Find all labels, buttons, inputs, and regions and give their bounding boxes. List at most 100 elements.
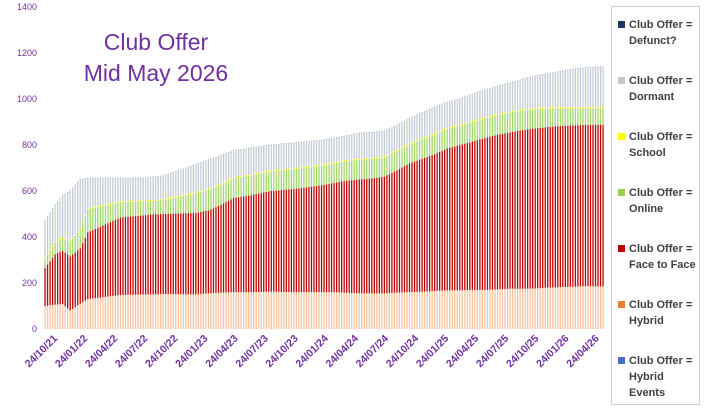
bar-segment-defunct — [215, 156, 217, 158]
bar-segment-online — [401, 148, 403, 168]
bar-segment-online — [484, 118, 486, 139]
bar — [426, 110, 428, 329]
bar-segment-online — [89, 208, 91, 232]
bar-segment-school — [330, 162, 333, 164]
bar-segment-face-to-face — [441, 150, 443, 291]
bar-segment-online — [340, 162, 343, 182]
bar-segment-face-to-face — [348, 180, 350, 293]
bar-segment-school — [406, 145, 408, 147]
bar-segment-face-to-face — [361, 179, 363, 294]
bar-segment-school — [557, 107, 559, 109]
bar-segment-hybrid — [265, 291, 267, 329]
bar-segment-hybrid — [275, 291, 277, 329]
bar-segment-online — [514, 111, 516, 132]
bar-segment-defunct — [242, 148, 245, 150]
bar-segment-face-to-face — [202, 211, 205, 294]
bar-segment-hybrid — [494, 289, 496, 329]
bar-segment-school — [232, 177, 235, 179]
bar-segment-dormant — [212, 158, 215, 187]
bar-segment-hybrid — [49, 305, 51, 329]
bar-segment-defunct — [323, 139, 325, 140]
bar-segment-defunct — [195, 164, 197, 165]
bar-segment-school — [403, 146, 406, 148]
bar-segment-school — [127, 201, 129, 203]
bar-segment-defunct — [469, 94, 471, 96]
bar-segment-online — [54, 242, 56, 255]
bar-segment-dormant — [398, 124, 401, 149]
bar-segment-hybrid — [313, 292, 315, 329]
bar — [574, 68, 577, 329]
bar-segment-hybrid — [122, 294, 124, 329]
bar-segment-school — [416, 140, 418, 142]
bar-segment-defunct — [386, 129, 388, 131]
bar-segment-hybrid — [557, 287, 559, 329]
bar-segment-dormant — [511, 82, 514, 112]
bar-segment-school — [454, 125, 456, 127]
bar-segment-defunct — [594, 66, 597, 68]
bar-segment-face-to-face — [182, 213, 184, 295]
bar-segment-hybrid — [537, 288, 539, 329]
y-tick-label: 200 — [22, 278, 37, 288]
bar-segment-school — [519, 109, 521, 111]
bar-segment-school — [215, 185, 217, 188]
bar-segment-defunct — [554, 71, 556, 73]
bar-segment-face-to-face — [308, 186, 310, 293]
bar-segment-face-to-face — [154, 214, 157, 295]
bar-segment-online — [212, 188, 215, 209]
bar-segment-school — [202, 190, 205, 192]
bar-segment-defunct — [489, 87, 491, 89]
bar-segment-dormant — [94, 178, 96, 207]
bar-segment-dormant — [84, 178, 86, 216]
bar-segment-hybrid — [107, 296, 109, 329]
bar-segment-defunct — [577, 68, 579, 69]
bar-segment-hybrid — [293, 292, 295, 329]
bar-segment-defunct — [567, 69, 569, 71]
bar-segment-school — [451, 126, 453, 128]
bar-segment-dormant — [519, 80, 521, 110]
bar-segment-defunct — [338, 136, 340, 138]
bar-segment-face-to-face — [295, 188, 298, 293]
bar-segment-defunct — [51, 208, 54, 209]
bar-segment-dormant — [195, 164, 197, 193]
bar — [104, 177, 107, 329]
bar-segment-face-to-face — [509, 132, 511, 289]
bar-segment-defunct — [149, 176, 152, 178]
bar-segment-school — [335, 161, 338, 163]
bar-segment-school — [144, 200, 147, 202]
bar — [250, 147, 252, 329]
bar-segment-defunct — [94, 177, 96, 179]
bar-segment-defunct — [328, 138, 330, 140]
bar-segment-online — [280, 170, 282, 191]
bar-segment-online — [516, 111, 519, 131]
bar-segment-hybrid — [509, 288, 511, 329]
bar-segment-online — [499, 114, 501, 135]
bar — [542, 74, 544, 329]
bar-segment-defunct — [537, 75, 539, 76]
bar-segment-defunct — [396, 124, 398, 126]
bar — [170, 172, 172, 329]
bar-segment-school — [59, 238, 61, 240]
bar-segment-face-to-face — [484, 138, 486, 290]
bar-segment-online — [521, 110, 524, 131]
bar-segment-online — [59, 239, 61, 252]
bar-segment-online — [373, 158, 375, 179]
bar-segment-dormant — [501, 84, 504, 114]
bar — [114, 177, 117, 329]
bar-segment-online — [225, 182, 227, 203]
bar-segment-school — [162, 199, 164, 201]
bar — [74, 184, 76, 329]
bar — [521, 78, 524, 329]
bar — [557, 71, 559, 329]
bar-segment-hybrid — [227, 292, 230, 329]
bar-segment-hybrid — [496, 289, 499, 329]
bar-segment-dormant — [51, 208, 54, 246]
bar-segment-school — [197, 191, 200, 193]
bar-segment-dormant — [69, 191, 71, 241]
bar-segment-face-to-face — [288, 189, 290, 293]
bar — [56, 201, 59, 329]
bar-segment-hybrid — [504, 289, 506, 329]
bar-segment-face-to-face — [584, 124, 587, 287]
bar — [300, 141, 303, 329]
bar-segment-defunct — [139, 177, 142, 179]
bar-segment-online — [268, 171, 270, 192]
